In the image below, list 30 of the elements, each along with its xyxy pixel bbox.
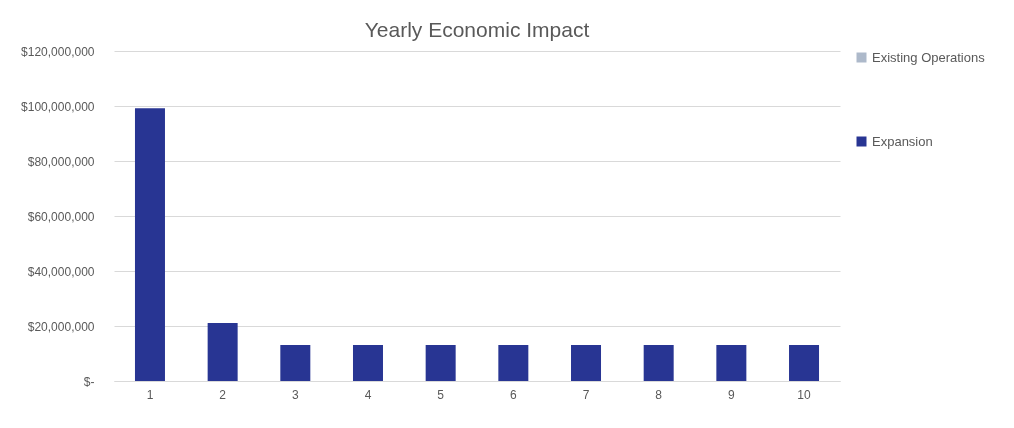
y-tick-label: $40,000,000 [27,264,95,279]
y-tick-label: $120,000,000 [21,44,95,59]
bar [352,344,383,381]
x-tick-label: 8 [655,387,663,402]
x-tick-label: 1 [146,387,154,402]
legend-label: Expansion [872,133,933,149]
bar [134,108,165,381]
bar [716,344,747,381]
y-tick-label: $- [83,374,95,389]
bar [425,344,456,381]
x-tick-label: 9 [728,387,736,402]
x-tick-label: 7 [582,387,590,402]
bar [643,344,674,381]
y-tick-label: $60,000,000 [27,209,95,224]
bar [207,322,238,381]
y-tick-label: $20,000,000 [27,319,95,334]
y-tick-label: $100,000,000 [21,99,95,114]
bar [498,344,529,381]
chart-title: Yearly Economic Impact [364,18,590,41]
x-tick-label: 10 [797,387,812,402]
legend-label: Existing Operations [872,49,986,65]
x-tick-label: 5 [437,387,445,402]
x-tick-label: 6 [509,387,517,402]
x-tick-label: 2 [219,387,227,402]
bar [280,344,311,381]
x-tick-label: 4 [364,387,372,402]
bar [571,344,602,381]
y-tick-label: $80,000,000 [27,154,95,169]
x-tick-label: 3 [291,387,299,402]
bar [789,344,820,381]
